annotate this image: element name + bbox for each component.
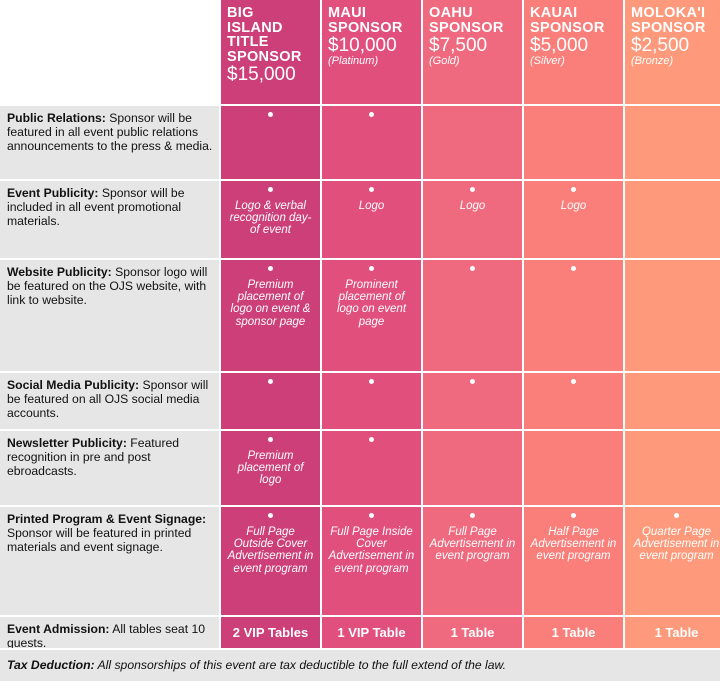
check-dot-icon <box>369 513 374 518</box>
tier-amount: $10,000 <box>328 35 397 56</box>
benefit-cell <box>625 431 720 505</box>
tier-amount: $2,500 <box>631 35 690 56</box>
check-dot-icon <box>571 187 576 192</box>
benefit-cell <box>524 373 623 429</box>
benefit-cell <box>423 260 522 371</box>
check-dot-icon <box>268 187 273 192</box>
check-dot-icon <box>571 379 576 384</box>
admission-value: 1 Table <box>423 617 522 648</box>
benefit-detail: Logo <box>358 200 385 212</box>
benefit-cell: Full Page Inside Cover Advertisement in … <box>322 507 421 615</box>
check-dot-icon <box>268 266 273 271</box>
benefit-detail: Full Page Advertisement in event program <box>429 526 516 563</box>
check-dot-icon <box>470 266 475 271</box>
admission-value: 1 Table <box>625 617 720 648</box>
check-dot-icon <box>268 513 273 518</box>
tier-level: (Gold) <box>429 55 460 67</box>
tier-amount: $15,000 <box>227 64 296 85</box>
benefit-cell: Premium placement of logo <box>221 431 320 505</box>
benefit-detail: Premium placement of logo <box>237 450 304 487</box>
benefit-cell <box>625 181 720 258</box>
benefit-label-event-publicity: Event Publicity: Sponsor will be include… <box>0 181 219 258</box>
tier-level: (Platinum) <box>328 55 379 67</box>
benefit-cell <box>322 106 421 179</box>
tier-level: (Bronze) <box>631 55 674 67</box>
tier-name: KAUAI SPONSOR <box>530 5 605 36</box>
benefit-detail: Quarter Page Advertisement in event prog… <box>633 526 720 563</box>
tier-name: OAHU SPONSOR <box>429 5 504 36</box>
tier-header-maui: MAUI SPONSOR $10,000 (Platinum) <box>322 0 421 104</box>
tier-header-molokai: MOLOKA'I SPONSOR $2,500 (Bronze) <box>625 0 720 104</box>
benefit-label-event-admission: Event Admission: All tables seat 10 gues… <box>0 617 219 648</box>
tier-level: (Silver) <box>530 55 565 67</box>
benefit-cell <box>322 431 421 505</box>
tier-header-kauai: KAUAI SPONSOR $5,000 (Silver) <box>524 0 623 104</box>
benefit-cell <box>625 106 720 179</box>
benefit-cell <box>625 260 720 371</box>
tier-header-big-island: BIG ISLAND TITLE SPONSOR $15,000 <box>221 0 320 104</box>
benefit-cell <box>423 106 522 179</box>
benefit-detail: Logo <box>459 200 486 212</box>
benefit-cell <box>524 106 623 179</box>
benefit-detail: Prominent placement of logo on event pag… <box>336 279 407 328</box>
benefit-cell: Logo & verbal recognition day-of event <box>221 181 320 258</box>
benefit-label-website-publicity: Website Publicity: Sponsor logo will be … <box>0 260 219 371</box>
benefit-cell: Quarter Page Advertisement in event prog… <box>625 507 720 615</box>
check-dot-icon <box>268 437 273 442</box>
benefit-detail: Full Page Inside Cover Advertisement in … <box>328 526 415 575</box>
check-dot-icon <box>369 437 374 442</box>
tier-amount: $7,500 <box>429 35 488 56</box>
benefit-cell <box>524 431 623 505</box>
benefit-cell <box>221 373 320 429</box>
admission-value: 2 VIP Tables <box>221 617 320 648</box>
benefit-cell: Full Page Outside Cover Advertisement in… <box>221 507 320 615</box>
tier-amount: $5,000 <box>530 35 589 56</box>
admission-value: 1 VIP Table <box>322 617 421 648</box>
benefit-cell <box>322 373 421 429</box>
benefit-label-newsletter: Newsletter Publicity: Featured recogniti… <box>0 431 219 505</box>
tier-name: MAUI SPONSOR <box>328 5 403 36</box>
check-dot-icon <box>369 112 374 117</box>
admission-value: 1 Table <box>524 617 623 648</box>
check-dot-icon <box>470 379 475 384</box>
benefit-detail: Logo & verbal recognition day-of event <box>229 200 312 237</box>
benefit-cell: Premium placement of logo on event & spo… <box>221 260 320 371</box>
check-dot-icon <box>268 112 273 117</box>
check-dot-icon <box>369 187 374 192</box>
benefit-cell: Logo <box>322 181 421 258</box>
benefit-detail: Logo <box>560 200 587 212</box>
tier-header-oahu: OAHU SPONSOR $7,500 (Gold) <box>423 0 522 104</box>
check-dot-icon <box>369 266 374 271</box>
benefit-cell <box>625 373 720 429</box>
check-dot-icon <box>571 513 576 518</box>
benefit-label-public-relations: Public Relations: Sponsor will be featur… <box>0 106 219 179</box>
benefit-cell <box>221 106 320 179</box>
benefit-label-printed-program: Printed Program & Event Signage: Sponsor… <box>0 507 219 615</box>
benefit-cell <box>423 373 522 429</box>
benefit-label-social-media: Social Media Publicity: Sponsor will be … <box>0 373 219 429</box>
benefit-cell: Logo <box>524 181 623 258</box>
tier-name: BIG ISLAND TITLE SPONSOR <box>227 5 302 65</box>
check-dot-icon <box>369 379 374 384</box>
check-dot-icon <box>674 513 679 518</box>
check-dot-icon <box>268 379 273 384</box>
benefit-cell: Half Page Advertisement in event program <box>524 507 623 615</box>
header-corner <box>0 0 219 104</box>
check-dot-icon <box>470 187 475 192</box>
benefit-detail: Full Page Outside Cover Advertisement in… <box>227 526 314 575</box>
check-dot-icon <box>571 266 576 271</box>
benefit-cell: Prominent placement of logo on event pag… <box>322 260 421 371</box>
tax-deduction-note: Tax Deduction: All sponsorships of this … <box>0 650 720 681</box>
benefit-cell: Logo <box>423 181 522 258</box>
benefit-cell <box>524 260 623 371</box>
benefit-detail: Premium placement of logo on event & spo… <box>230 279 311 328</box>
benefit-cell <box>423 431 522 505</box>
benefit-detail: Half Page Advertisement in event program <box>530 526 617 563</box>
tier-name: MOLOKA'I SPONSOR <box>631 5 706 36</box>
check-dot-icon <box>470 513 475 518</box>
benefit-cell: Full Page Advertisement in event program <box>423 507 522 615</box>
